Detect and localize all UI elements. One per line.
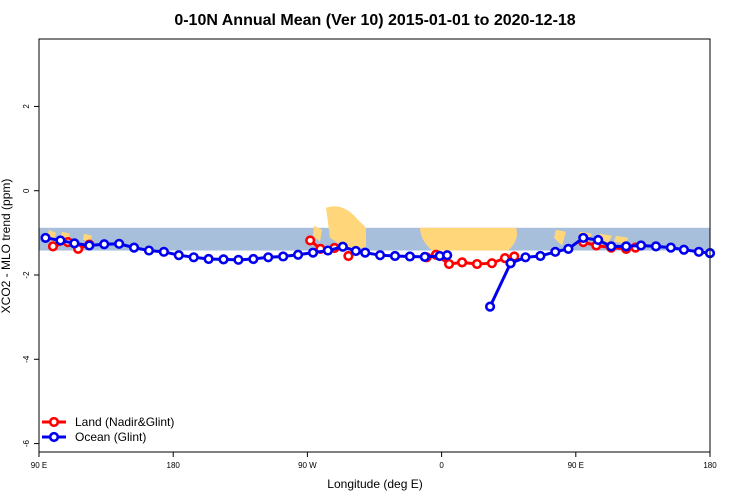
series-1-point-0-0 [40,232,51,244]
x-tick-label-5: 180 [703,461,717,470]
x-tick-label-2: 90 W [298,461,317,470]
series-1-point-0-14 [248,253,259,265]
series-1-point-0-2 [69,238,80,249]
legend-marker-1 [48,431,60,443]
y-tick-label-2: -2 [22,271,31,279]
series-1-point-0-13 [233,254,244,265]
series-1-point-0-4 [99,239,110,250]
legend: Land (Nadir&Glint)Ocean (Glint) [42,415,174,444]
series-1-point-0-12 [218,254,229,265]
series-1-point-2-6 [593,234,604,246]
series-1-point-2-4 [563,243,574,254]
y-tick-label-1: 0 [22,188,31,193]
series-1-point-0-1 [55,235,66,246]
series-1 [40,232,716,312]
x-axis-label: Longitude (deg E) [327,477,422,491]
legend-label-1: Ocean (Glint) [75,430,146,444]
plot-frame [38,38,711,453]
series-1-point-2-8 [621,241,632,252]
series-0-line-4 [582,240,627,251]
y-tick-label-0: 2 [22,104,31,109]
series-1-point-0-23 [374,250,386,261]
series-1-point-0-22 [360,247,371,258]
series-1-point-0-15 [263,252,274,263]
series-1-point-0-28 [442,250,453,261]
land-africa [420,227,517,251]
series-1-point-2-10 [650,241,662,252]
x-tick-label-0: 90 E [31,461,47,470]
series-1-point-0-10 [188,252,199,263]
series-0-point-3-4 [471,258,483,270]
series-1-point-0-7 [143,245,155,256]
series-1-point-2-0 [505,258,516,269]
legend-marker-0 [48,416,60,428]
series-1-point-0-25 [404,251,416,262]
series-1-point-0-5 [114,238,125,249]
series-1-point-0-17 [292,249,304,260]
chart-title: 0-10N Annual Mean (Ver 10) 2015-01-01 to… [174,12,575,29]
land-south-america [326,206,366,250]
series-1-point-2-12 [678,244,690,255]
series-1-point-2-5 [578,232,589,244]
series-1-point-0-3 [84,240,95,251]
series-1-point-2-7 [606,241,617,252]
land-central-america [313,225,322,242]
x-tick-label-1: 180 [167,461,181,470]
x-tick-label-4: 90 E [568,461,584,470]
series-0-point-3-5 [486,258,498,269]
series-1-point-0-8 [158,246,169,257]
ocean-band [39,227,710,251]
series-1-point-0-21 [350,245,361,257]
series-1-point-2-9 [635,240,647,251]
x-tick-label-3: 0 [439,461,444,470]
series-1-point-0-16 [278,251,289,262]
series-0-point-1-0 [305,235,316,246]
series-0-point-3-2 [443,258,455,270]
land-island-right-1 [554,229,566,246]
series-1-point-2-2 [535,250,546,262]
series-1-point-0-20 [337,241,348,252]
series-1-point-0-11 [203,253,214,265]
series-1-point-0-6 [128,242,140,253]
series-1-point-0-9 [173,250,184,261]
y-tick-label-3: -4 [22,355,31,363]
series-1-point-2-13 [693,246,704,257]
series-1-point-2-1 [520,252,531,263]
series-0-point-2-0 [343,250,354,262]
y-axis-label: XCO2 - MLO trend (ppm) [0,179,13,314]
series-1-point-0-24 [389,250,401,262]
series-1-point-2-11 [665,242,676,253]
series-0-point-0-0 [47,241,59,252]
series-0-point-3-3 [457,257,468,268]
axes: 90 E 180 90 W 0 90 E 180 2 0 -2 -4 -6 [22,104,717,470]
legend-label-0: Land (Nadir&Glint) [75,415,174,429]
series-1-line-1 [488,262,512,308]
series-1-point-0-18 [307,247,319,258]
y-tick-label-4: -6 [22,439,31,447]
series-1-point-1-0 [484,301,496,312]
series-1-point-2-3 [550,246,561,257]
series-1-point-0-19 [322,245,334,256]
series-layer [40,232,716,312]
series-1-point-0-26 [419,251,430,262]
